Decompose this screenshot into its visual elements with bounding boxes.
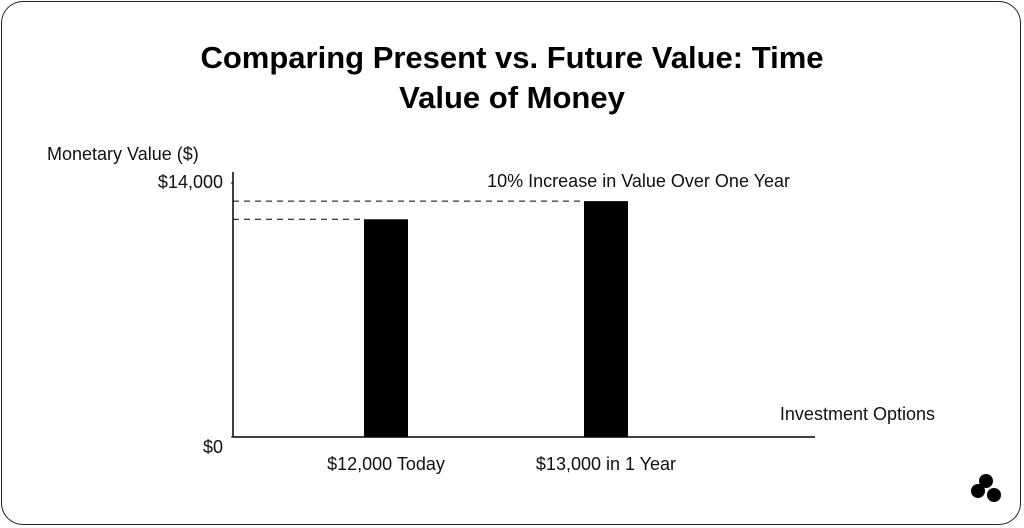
annotation: 10% Increase in Value Over One Year: [487, 171, 790, 191]
y-tick-label: $0: [203, 437, 223, 457]
x-axis-label: Investment Options: [780, 404, 935, 424]
y-tick-label: $14,000: [158, 172, 223, 192]
x-tick-label: $12,000 Today: [327, 454, 445, 474]
logo: [971, 474, 1001, 502]
chart-title: Comparing Present vs. Future Value: Time…: [200, 40, 824, 115]
bar: [364, 219, 408, 437]
y-axis-label: Monetary Value ($): [47, 144, 199, 164]
x-tick-label: $13,000 in 1 Year: [536, 454, 676, 474]
bar: [584, 201, 628, 437]
